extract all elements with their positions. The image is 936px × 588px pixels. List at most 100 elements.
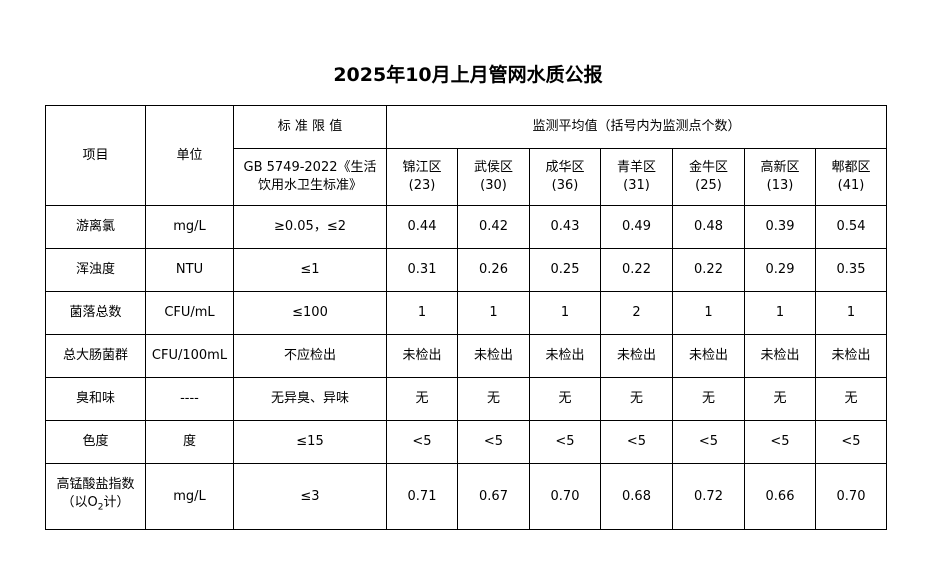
- table-row: 臭和味 ---- 无异臭、异味无无无无无无无: [45, 377, 887, 421]
- district-header: 锦江区 (23): [386, 148, 458, 206]
- item-name: 色度: [82, 434, 109, 449]
- value-cell: 1: [457, 291, 530, 335]
- limit-cell: ≥0.05，≤2: [233, 205, 387, 249]
- value-cell: 0.22: [600, 248, 673, 292]
- limit-cell: ≤1: [233, 248, 387, 292]
- value-cell: 1: [386, 291, 458, 335]
- table-row: 游离氯 mg/L ≥0.05，≤2 0.44 0.42 0.43 0.49 0.48 0.39 0…: [45, 205, 887, 249]
- value-cell: 无: [457, 377, 530, 421]
- value-cell: 无: [600, 377, 673, 421]
- district-header: 郫都区 (41): [815, 148, 887, 206]
- value-cell: 0.48: [672, 205, 745, 249]
- item-name: 游离氯: [75, 219, 115, 234]
- table-row: 色度度 ≤15 <5 <5 <5 <5 <5 <5 <5: [45, 420, 887, 464]
- value-cell: <5: [672, 420, 745, 464]
- value-cell: 0.29: [744, 248, 816, 292]
- item-name: 臭和味: [75, 391, 115, 406]
- limit-cell: ≤15: [233, 420, 387, 464]
- water-quality-table: 项目 单位 标 准 限 值 监测平均值（括号内为监测点个数） GB 5749-2…: [45, 105, 887, 530]
- value-cell: 未检出: [744, 334, 816, 378]
- header-unit: 单位: [145, 105, 234, 206]
- district-name: 高新区: [760, 160, 800, 175]
- district-name: 成华区: [545, 160, 585, 175]
- district-name: 武侯区: [473, 160, 513, 175]
- header-standard: 标 准 限 值: [233, 105, 387, 149]
- unit-cell: ----: [145, 377, 234, 421]
- district-header: 青羊区 (31): [600, 148, 673, 206]
- item-cell: 总大肠菌群: [45, 334, 146, 378]
- value-cell: 0.66: [744, 463, 816, 530]
- value-cell: 无: [386, 377, 458, 421]
- value-cell: 0.43: [529, 205, 601, 249]
- district-count: (25): [695, 178, 722, 193]
- value-cell: 0.26: [457, 248, 530, 292]
- value-cell: <5: [815, 420, 887, 464]
- item-cell: 游离氯: [45, 205, 146, 249]
- district-name: 金牛区: [688, 160, 728, 175]
- value-cell: 0.49: [600, 205, 673, 249]
- value-cell: 无: [815, 377, 887, 421]
- item-name: 菌落总数: [69, 305, 122, 320]
- value-cell: 未检出: [815, 334, 887, 378]
- value-cell: 0.25: [529, 248, 601, 292]
- district-count: (30): [480, 178, 507, 193]
- value-cell: 0.70: [529, 463, 601, 530]
- item-name: 总大肠菌群: [62, 348, 128, 363]
- table-row: 浑浊度 NTU ≤1 0.31 0.26 0.25 0.22 0.22 0.29 0.35: [45, 248, 887, 292]
- value-cell: <5: [744, 420, 816, 464]
- value-cell: 未检出: [600, 334, 673, 378]
- value-cell: 1: [815, 291, 887, 335]
- value-cell: 无: [672, 377, 745, 421]
- item-cell: 菌落总数: [45, 291, 146, 335]
- value-cell: 未检出: [386, 334, 458, 378]
- district-name: 锦江区: [402, 160, 442, 175]
- header-standard-ref: GB 5749-2022《生活饮用水卫生标准》: [233, 148, 387, 206]
- item-cell: 臭和味: [45, 377, 146, 421]
- value-cell: 1: [672, 291, 745, 335]
- unit-cell: CFU/100mL: [145, 334, 234, 378]
- value-cell: 0.70: [815, 463, 887, 530]
- district-count: (31): [623, 178, 650, 193]
- value-cell: <5: [529, 420, 601, 464]
- limit-cell: 不应检出: [233, 334, 387, 378]
- value-cell: 1: [744, 291, 816, 335]
- value-cell: 未检出: [672, 334, 745, 378]
- value-cell: 0.31: [386, 248, 458, 292]
- value-cell: <5: [386, 420, 458, 464]
- value-cell: 0.42: [457, 205, 530, 249]
- value-cell: 0.54: [815, 205, 887, 249]
- district-count: (13): [766, 178, 794, 193]
- value-cell: 无: [744, 377, 816, 421]
- limit-cell: ≤3: [233, 463, 387, 530]
- value-cell: 2: [600, 291, 673, 335]
- value-cell: 0.22: [672, 248, 745, 292]
- value-cell: 0.71: [386, 463, 458, 530]
- district-header: 金牛区 (25): [672, 148, 745, 206]
- value-cell: 0.39: [744, 205, 816, 249]
- item-cell: 色度: [45, 420, 146, 464]
- unit-cell: mg/L: [145, 463, 234, 530]
- unit-cell: mg/L: [145, 205, 234, 249]
- value-cell: 0.35: [815, 248, 887, 292]
- table-row: 高锰酸盐指数 （以O2计） mg/L ≤3 0.71 0.67 0.70 0.68 0.72 0.…: [45, 463, 887, 530]
- district-count: (23): [408, 178, 436, 193]
- table-row: 菌落总数 CFU/mL ≤100 1 1 1 2 1 1 1: [45, 291, 887, 335]
- limit-cell: ≤100: [233, 291, 387, 335]
- item-note: （以O2计）: [61, 495, 130, 513]
- value-cell: <5: [457, 420, 530, 464]
- value-cell: 1: [529, 291, 601, 335]
- value-cell: 0.72: [672, 463, 745, 530]
- unit-cell: NTU: [145, 248, 234, 292]
- item-cell: 高锰酸盐指数 （以O2计）: [45, 463, 146, 530]
- value-cell: 0.44: [386, 205, 458, 249]
- value-cell: 无: [529, 377, 601, 421]
- item-cell: 浑浊度: [45, 248, 146, 292]
- district-header: 高新区 (13): [744, 148, 816, 206]
- district-name: 郫都区: [831, 160, 871, 175]
- value-cell: <5: [600, 420, 673, 464]
- district-name: 青羊区: [616, 160, 656, 175]
- item-name: 高锰酸盐指数: [56, 477, 135, 493]
- unit-cell: CFU/mL: [145, 291, 234, 335]
- district-count: (36): [551, 178, 579, 193]
- district-header: 武侯区 (30): [457, 148, 530, 206]
